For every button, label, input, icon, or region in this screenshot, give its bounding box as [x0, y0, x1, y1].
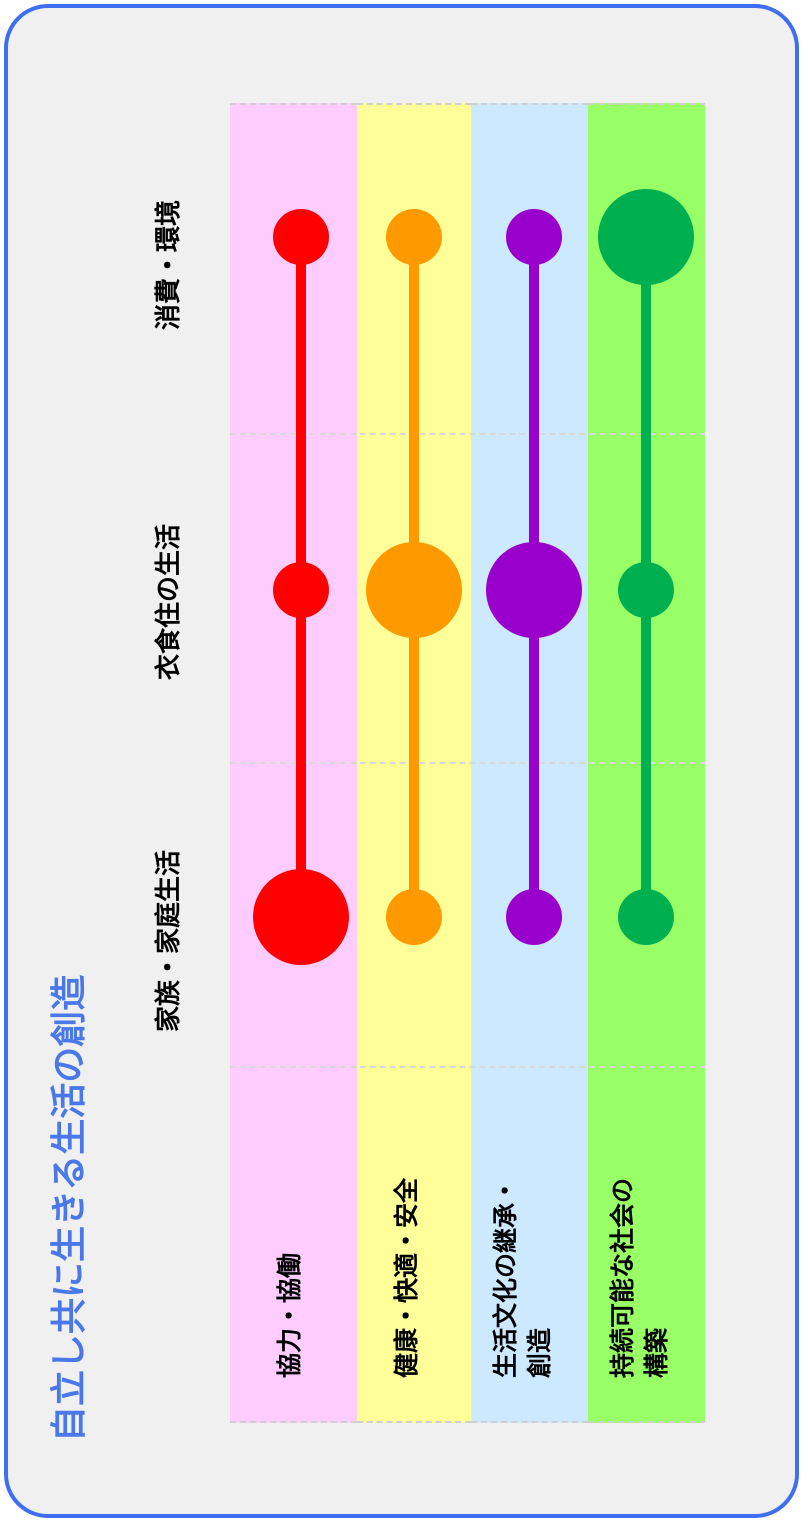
row-label-health: 健康・快適・安全	[392, 1177, 421, 1378]
row-label-cooperation: 協力・協働	[275, 1252, 304, 1378]
timeline-node-3-1	[618, 562, 674, 618]
timeline-node-3-0	[618, 889, 674, 945]
timeline-node-1-1	[366, 542, 462, 638]
section-divider	[230, 1066, 705, 1068]
timeline-node-2-2	[506, 209, 562, 265]
timeline-node-3-2	[598, 189, 694, 285]
timeline-node-2-0	[506, 889, 562, 945]
timeline-node-0-2	[273, 209, 329, 265]
row-label-sustainability: 持続可能な社会の 構築	[608, 1177, 671, 1378]
timeline-node-2-1	[486, 542, 582, 638]
timeline-node-0-0	[253, 869, 349, 965]
timeline-node-1-0	[386, 889, 442, 945]
section-divider	[230, 433, 705, 435]
timeline-node-0-1	[273, 562, 329, 618]
timeline-node-1-2	[386, 209, 442, 265]
row-label-culture: 生活文化の継承・ 創造	[491, 1177, 554, 1378]
section-divider	[230, 762, 705, 764]
